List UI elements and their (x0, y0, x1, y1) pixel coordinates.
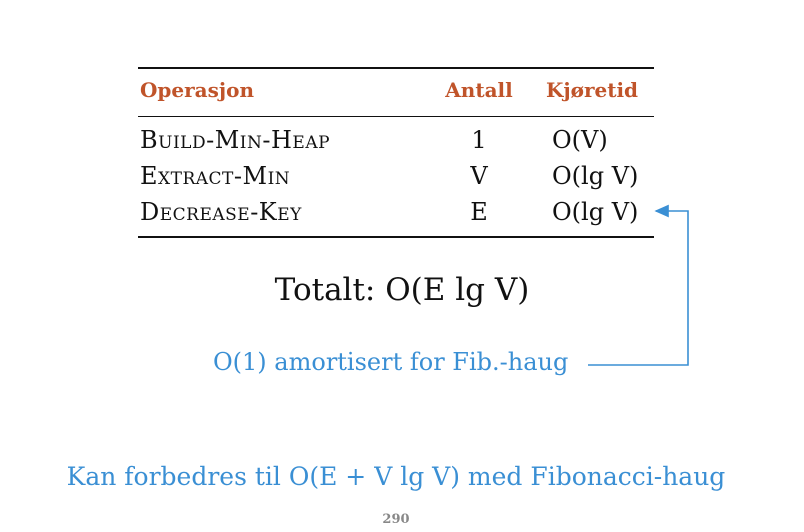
row-1-operation: Build-Min-Heap (140, 126, 331, 154)
table-header-rule (138, 116, 654, 117)
row-3-runtime: O(lg V) (552, 198, 639, 226)
total-complexity: Totalt: O(E lg V) (274, 272, 530, 308)
page-number: 290 (382, 512, 410, 527)
table-bottom-rule (138, 236, 654, 238)
fib-heap-annotation: O(1) amortisert for Fib.-haug (213, 348, 569, 376)
row-2-runtime: O(lg V) (552, 162, 639, 190)
row-3-operation: Decrease-Key (140, 198, 302, 226)
improvement-note: Kan forbedres til O(E + V lg V) med Fibo… (66, 462, 726, 491)
row-1-count: 1 (471, 126, 487, 154)
header-count: Antall (445, 78, 513, 102)
row-2-operation: Extract-Min (140, 162, 291, 190)
table-top-rule (138, 67, 654, 69)
header-runtime: Kjøretid (546, 78, 639, 102)
row-1-runtime: O(V) (552, 126, 608, 154)
row-3-count: E (470, 198, 488, 226)
row-2-count: V (470, 162, 488, 190)
header-operation: Operasjon (140, 78, 255, 102)
